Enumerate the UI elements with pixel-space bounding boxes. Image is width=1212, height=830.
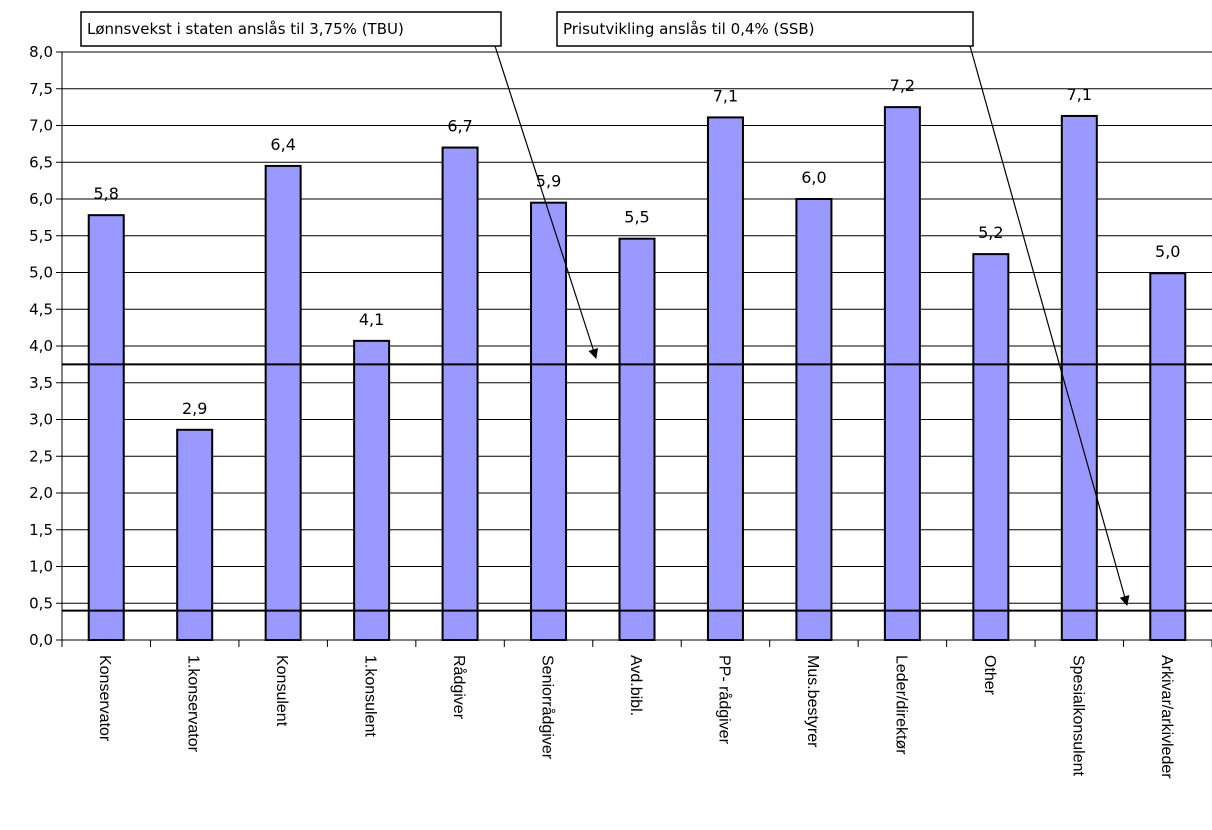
data-label: 7,1: [713, 86, 738, 105]
bars: [87, 106, 1187, 642]
data-label: 6,0: [801, 168, 826, 187]
callout-box: [556, 11, 974, 47]
data-label: 2,9: [182, 399, 207, 418]
y-tick-label: 6,0: [29, 190, 53, 208]
data-label: 6,7: [447, 117, 472, 136]
y-tick-label: 1,0: [29, 558, 53, 576]
y-tick-label: 4,5: [29, 300, 53, 318]
y-tick-label: 7,0: [29, 117, 53, 135]
data-label: 5,2: [978, 223, 1003, 242]
y-tick-label: 0,0: [29, 631, 53, 649]
data-label: 5,9: [536, 172, 561, 191]
callout-text: Lønnsvekst i staten anslås til 3,75% (TB…: [87, 20, 404, 38]
category-label: Spesialkonsulent: [1069, 655, 1086, 777]
category-label: Arkivar/arkivleder: [1158, 655, 1175, 779]
category-label: Konservator: [96, 655, 113, 742]
y-tick-label: 3,5: [29, 374, 53, 392]
bar: [1149, 272, 1187, 641]
y-tick-label: 5,0: [29, 264, 53, 282]
data-label: 7,1: [1067, 85, 1092, 104]
y-tick-label: 6,5: [29, 153, 53, 171]
category-label: PP- rådgiver: [715, 655, 733, 745]
category-label: Rådgiver: [450, 655, 468, 720]
bar: [1060, 114, 1098, 641]
bar: [972, 253, 1010, 641]
data-label: 5,5: [624, 208, 649, 227]
reference-lines: [62, 363, 1212, 612]
y-tick-label: 2,0: [29, 484, 53, 502]
y-tick-label: 3,0: [29, 411, 53, 429]
category-label: 1.konsulent: [362, 655, 379, 737]
bar: [795, 198, 833, 641]
data-label: 6,4: [270, 135, 295, 154]
bar: [176, 428, 214, 642]
callout-arrow: [494, 45, 598, 359]
category-label: Avd.bibl.: [627, 655, 644, 716]
bar: [530, 201, 568, 642]
callout-arrow: [969, 45, 1130, 606]
y-tick-label: 8,0: [29, 43, 53, 61]
category-label: Konsulent: [273, 655, 290, 727]
y-tick-label: 5,5: [29, 227, 53, 245]
bar: [618, 237, 656, 641]
bar: [883, 106, 921, 641]
axes: 0,0 0,5 1,0 1,5 2,0 2,5 3,0 3,5 4,0 4,5 5,0 5,5 6,0 6…: [29, 43, 1212, 779]
bar: [87, 214, 125, 641]
data-label: 7,2: [890, 76, 915, 95]
callout-text: Prisutvikling anslås til 0,4% (SSB): [563, 20, 815, 38]
category-label: 1.konservator: [185, 655, 202, 753]
y-tick-label: 1,5: [29, 521, 53, 539]
data-label: 5,0: [1155, 242, 1180, 261]
category-label: Mus.bestyrer: [804, 655, 821, 748]
callout-box: [80, 11, 502, 47]
data-label: 4,1: [359, 310, 384, 329]
bar: [706, 116, 744, 642]
bar: [441, 146, 479, 642]
y-tick-label: 2,5: [29, 447, 53, 465]
y-tick-label: 0,5: [29, 594, 53, 612]
bar: [353, 339, 391, 641]
y-tick-label: 4,0: [29, 337, 53, 355]
category-label: Seniorrådgiver: [539, 655, 557, 760]
category-label: Other: [981, 655, 998, 696]
y-tick-label: 7,5: [29, 80, 53, 98]
category-label: Leder/direktør: [892, 655, 909, 755]
bar: [264, 164, 302, 642]
data-labels: 5,8 2,9 6,4 4,1 6,7 5,9 5,5 7,1 6,0 7,2 5,2 7,1 5,0: [94, 76, 1181, 418]
callouts: Lønnsvekst i staten anslås til 3,75% (TB…: [80, 11, 1130, 606]
data-label: 5,8: [94, 184, 119, 203]
